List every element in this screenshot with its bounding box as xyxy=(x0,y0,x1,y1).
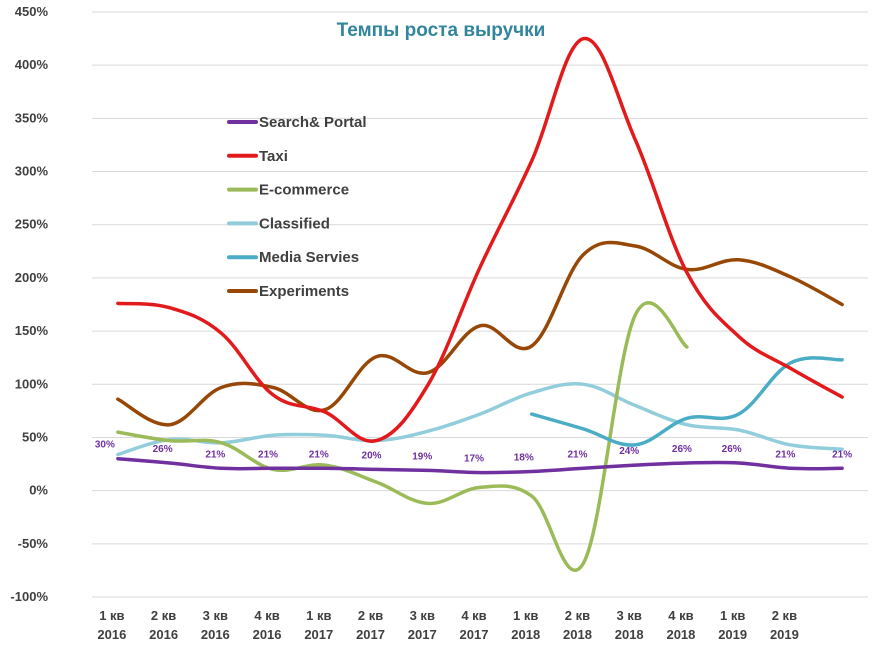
series-line-media-servies xyxy=(529,356,844,447)
data-label: 19% xyxy=(412,451,432,462)
x-tick-year: 2018 xyxy=(615,627,644,642)
y-tick-label: -100% xyxy=(10,589,48,604)
x-tick-label: 3 кв xyxy=(410,608,435,623)
x-tick-label: 1 кв xyxy=(513,608,538,623)
y-tick-label: 300% xyxy=(15,164,49,179)
data-label: 21% xyxy=(309,449,329,460)
x-tick-label: 3 кв xyxy=(617,608,642,623)
legend: Search& Portal Taxi E-commerce Classified Me… xyxy=(227,114,367,300)
y-tick-label: 50% xyxy=(22,429,48,444)
x-tick-year: 2017 xyxy=(304,627,333,642)
series-line-e-commerce xyxy=(116,301,689,573)
x-tick-label: 2 кв xyxy=(772,608,797,623)
y-tick-label: 150% xyxy=(15,323,49,338)
y-tick-label: -50% xyxy=(18,536,49,551)
y-tick-label: 250% xyxy=(15,217,49,232)
legend-label: Classified xyxy=(259,215,330,232)
data-label: 21% xyxy=(832,449,852,460)
series-line-search-portal xyxy=(116,456,844,475)
x-tick-label: 4 кв xyxy=(668,608,693,623)
data-label: 17% xyxy=(464,454,484,465)
x-tick-label: 3 кв xyxy=(203,608,228,623)
x-tick-year: 2017 xyxy=(356,627,385,642)
series-line-taxi xyxy=(116,36,844,443)
legend-label: Search& Portal xyxy=(259,114,367,131)
x-tick-label: 1 кв xyxy=(720,608,745,623)
y-tick-label: 400% xyxy=(15,57,49,72)
x-tick-year: 2017 xyxy=(460,627,489,642)
data-label: 18% xyxy=(514,452,534,463)
data-label: 21% xyxy=(567,449,587,460)
data-label: 21% xyxy=(258,449,278,460)
x-tick-year: 2016 xyxy=(201,627,230,642)
data-labels: 30% 26% 21% 21% 21% 20% 19% 17% 18% 21% 24% 26% 26% 2… xyxy=(95,440,852,465)
series-line-experiments xyxy=(116,240,844,427)
data-label: 26% xyxy=(722,444,742,455)
legend-label: E-commerce xyxy=(259,182,349,199)
data-label: 30% xyxy=(95,440,115,451)
y-axis: -100% -50% 0% 50% 100% 150% 200% 250% 300% 350% 40… xyxy=(10,4,48,604)
legend-label: Media Servies xyxy=(259,249,359,266)
x-tick-label: 4 кв xyxy=(461,608,486,623)
x-tick-year: 2018 xyxy=(511,627,540,642)
x-tick-year: 2017 xyxy=(408,627,437,642)
x-tick-year: 2018 xyxy=(563,627,592,642)
data-label: 26% xyxy=(153,444,173,455)
x-tick-label: 1 кв xyxy=(99,608,124,623)
series-line-classified xyxy=(116,382,844,457)
y-tick-label: 200% xyxy=(15,270,49,285)
legend-label: Experiments xyxy=(259,283,349,300)
x-tick-year: 2019 xyxy=(770,627,799,642)
x-tick-label: 4 кв xyxy=(254,608,279,623)
series-lines xyxy=(116,36,844,573)
x-tick-label: 2 кв xyxy=(151,608,176,623)
data-label: 20% xyxy=(362,450,382,461)
x-tick-label: 2 кв xyxy=(358,608,383,623)
x-tick-year: 2019 xyxy=(718,627,747,642)
x-axis: 1 кв 2016 2 кв 2016 3 кв 2016 4 кв 2016 1 кв 2017… xyxy=(97,608,798,642)
gridlines xyxy=(92,11,868,598)
chart-title: Темпы роста выручки xyxy=(337,20,546,41)
x-tick-year: 2018 xyxy=(666,627,695,642)
legend-label: Taxi xyxy=(259,148,288,165)
x-tick-year: 2016 xyxy=(149,627,178,642)
data-label: 21% xyxy=(775,449,795,460)
x-tick-year: 2016 xyxy=(97,627,126,642)
y-tick-label: 100% xyxy=(15,376,49,391)
y-tick-label: 0% xyxy=(29,483,48,498)
y-tick-label: 350% xyxy=(15,110,49,125)
data-label: 24% xyxy=(619,446,639,457)
x-tick-year: 2016 xyxy=(253,627,282,642)
data-label: 26% xyxy=(672,444,692,455)
y-tick-label: 450% xyxy=(15,4,49,19)
data-label: 21% xyxy=(205,449,225,460)
x-tick-label: 2 кв xyxy=(565,608,590,623)
x-tick-label: 1 кв xyxy=(306,608,331,623)
